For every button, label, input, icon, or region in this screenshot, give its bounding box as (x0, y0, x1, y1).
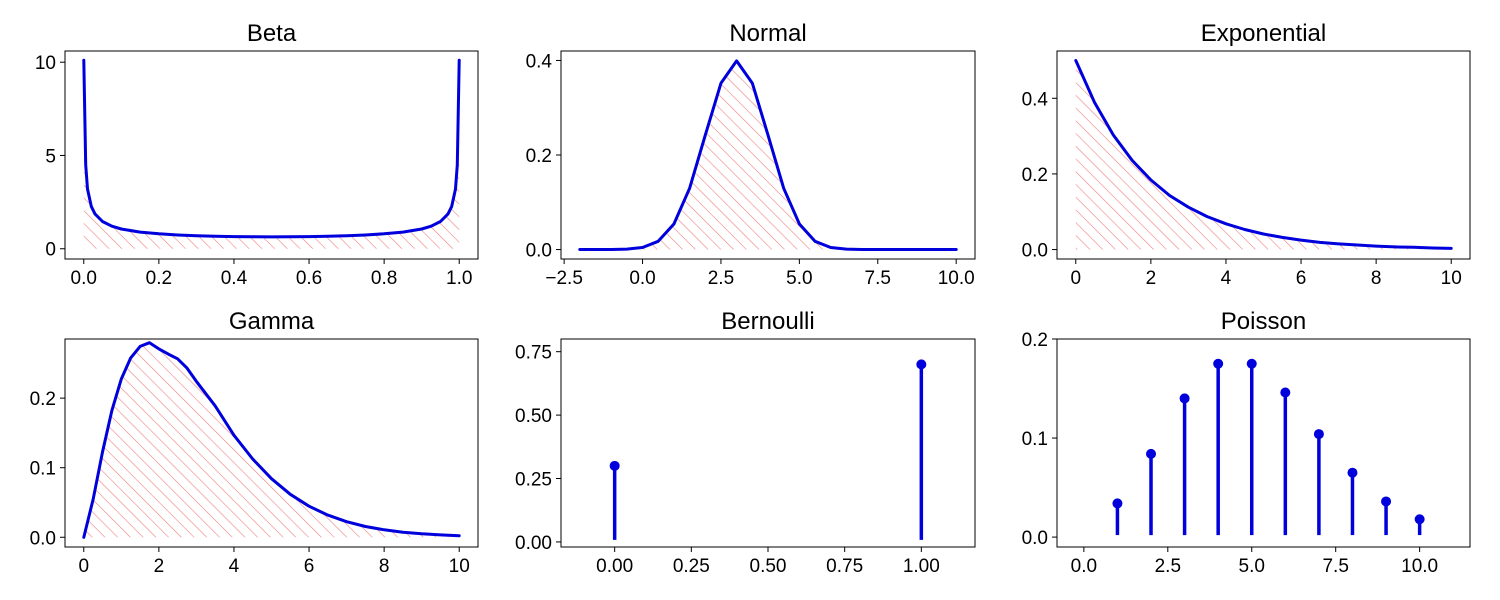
normal-title: Normal (729, 20, 806, 47)
bernoulli-x-tick-label: 1.00 (903, 556, 940, 577)
poisson-stem-marker (1381, 496, 1392, 507)
beta-x-tick-label: 0.4 (221, 268, 248, 289)
exponential-x-tick-label: 8 (1371, 268, 1382, 289)
gamma-axes-frame (64, 338, 479, 548)
normal-x-tick-label: 7.5 (865, 268, 891, 289)
poisson-stem-marker (1313, 429, 1324, 440)
poisson-stem-marker (1280, 387, 1291, 398)
poisson-stem-marker (1414, 514, 1425, 525)
exponential-title: Exponential (1201, 20, 1326, 47)
poisson-x-tick-label: 0.0 (1071, 556, 1097, 577)
gamma-title: Gamma (229, 308, 315, 335)
normal-x-tick-label: 0.0 (629, 268, 655, 289)
bernoulli-y-tick-label: 0.75 (515, 343, 552, 364)
bernoulli-x-tick-label: 0.50 (750, 556, 787, 577)
gamma-x-tick-label: 8 (379, 556, 390, 577)
gamma-x-tick-label: 10 (449, 556, 470, 577)
beta-density-line (82, 58, 461, 239)
poisson-stem-marker (1246, 358, 1257, 369)
poisson-axes-frame (1056, 338, 1471, 548)
normal-x-tick-label: −2.5 (545, 268, 583, 289)
exponential-x-tick-label: 0 (1070, 268, 1081, 289)
gamma-y-tick-label: 0.1 (30, 459, 56, 480)
normal-y-tick-label: 0.2 (526, 146, 552, 167)
gamma-y-tick-label: 0.2 (30, 389, 56, 410)
beta-x-tick-label: 0.8 (371, 268, 397, 289)
bernoulli-x-tick-label: 0.00 (596, 556, 633, 577)
bernoulli-x-tick-label: 0.25 (673, 556, 710, 577)
beta-y-tick-label: 5 (45, 146, 56, 167)
poisson-x-tick-label: 10.0 (1401, 556, 1438, 577)
bernoulli-y-tick-label: 0.00 (515, 533, 552, 554)
gamma-hatched-area (83, 342, 460, 538)
poisson-y-tick-label: 0.1 (1022, 429, 1048, 450)
bernoulli-y-tick-label: 0.50 (515, 406, 552, 427)
gamma-x-tick-label: 6 (304, 556, 315, 577)
beta-title: Beta (247, 20, 297, 47)
poisson-x-tick-label: 7.5 (1322, 556, 1348, 577)
poisson-stem-marker (1179, 393, 1190, 404)
exponential-density-line (1074, 59, 1453, 250)
gamma-y-tick-label: 0.0 (30, 528, 56, 549)
poisson-stem-marker (1112, 498, 1123, 509)
exponential-y-tick-label: 0.4 (1022, 89, 1049, 110)
beta-subplot: Beta 0.0 0.2 0.4 0.6 0.8 1.0 0 5 10 (35, 20, 479, 289)
normal-y-tick-label: 0.0 (526, 241, 552, 262)
poisson-subplot: Poisson 0.0 2.5 5.0 7.5 10.0 0.0 0.1 0.2 (1022, 308, 1471, 577)
poisson-x-tick-label: 2.5 (1155, 556, 1181, 577)
beta-hatched-area (83, 60, 460, 249)
bernoulli-x-tick-label: 0.75 (826, 556, 863, 577)
bernoulli-title: Bernoulli (721, 308, 814, 335)
gamma-x-tick-label: 0 (78, 556, 89, 577)
gamma-x-tick-label: 2 (154, 556, 165, 577)
exponential-axes-frame (1056, 50, 1471, 260)
exponential-subplot: Exponential 0 2 4 6 8 10 0.0 0.2 0.4 (1022, 20, 1471, 289)
exponential-y-tick-label: 0.2 (1022, 165, 1048, 186)
normal-hatched-area (579, 60, 957, 250)
gamma-x-tick-label: 4 (229, 556, 240, 577)
normal-x-tick-label: 2.5 (708, 268, 734, 289)
normal-density-line (578, 59, 958, 251)
exponential-y-tick-label: 0.0 (1022, 241, 1048, 262)
beta-y-tick-label: 0 (45, 240, 56, 261)
poisson-y-tick-label: 0.2 (1022, 330, 1048, 351)
exponential-x-tick-label: 10 (1441, 268, 1462, 289)
normal-subplot: Normal −2.5 0.0 2.5 5.0 7.5 10.0 0.0 0.2 0.4 (526, 20, 976, 289)
exponential-x-tick-label: 2 (1146, 268, 1157, 289)
beta-x-tick-label: 0.0 (71, 268, 97, 289)
beta-axes-frame (64, 50, 479, 260)
beta-x-tick-label: 0.2 (146, 268, 172, 289)
gamma-density-line (82, 341, 461, 539)
poisson-x-tick-label: 5.0 (1239, 556, 1265, 577)
poisson-stem-marker (1347, 467, 1358, 478)
bernoulli-stem-marker (916, 359, 927, 370)
poisson-stem-marker (1146, 448, 1157, 459)
beta-y-tick-label: 10 (35, 53, 56, 74)
exponential-x-tick-label: 4 (1221, 268, 1232, 289)
exponential-x-tick-label: 6 (1296, 268, 1307, 289)
beta-x-tick-label: 1.0 (446, 268, 472, 289)
normal-y-tick-label: 0.4 (526, 51, 553, 72)
beta-x-tick-label: 0.6 (296, 268, 322, 289)
normal-x-tick-label: 5.0 (786, 268, 812, 289)
exponential-hatched-area (1075, 60, 1452, 250)
bernoulli-y-tick-label: 0.25 (515, 470, 552, 491)
poisson-stem-marker (1213, 358, 1224, 369)
bernoulli-stem-marker (609, 460, 620, 471)
poisson-y-tick-label: 0.0 (1022, 528, 1048, 549)
gamma-subplot: Gamma 0 2 4 6 8 10 0.0 0.1 0.2 (30, 308, 479, 577)
normal-x-tick-label: 10.0 (938, 268, 975, 289)
poisson-title: Poisson (1221, 308, 1306, 335)
bernoulli-subplot: Bernoulli 0.00 0.25 0.50 0.75 1.00 0.00 0.25 0.5… (515, 308, 976, 577)
bernoulli-axes-frame (560, 338, 976, 548)
